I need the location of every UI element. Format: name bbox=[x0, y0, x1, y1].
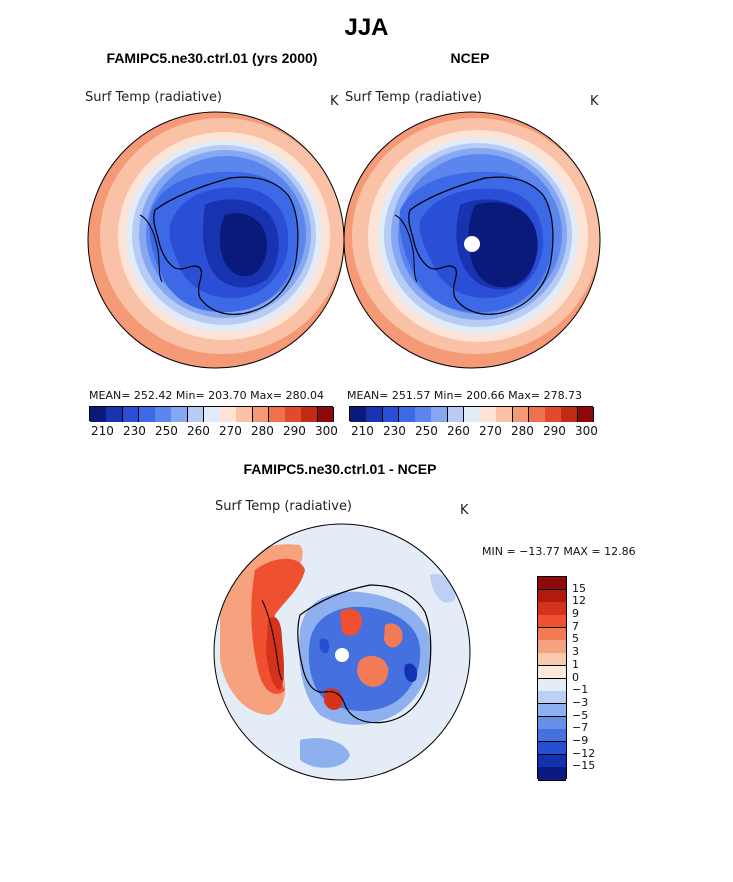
diff-colorbar bbox=[537, 576, 567, 781]
panel-2-variable-label: Surf Temp (radiative) bbox=[345, 90, 483, 105]
diff-colorbar-tick-label: 3 bbox=[572, 645, 579, 659]
diff-colorbar-tick-label: 5 bbox=[572, 632, 579, 646]
diff-colorbar-swatch bbox=[538, 602, 566, 616]
colorbar-swatch bbox=[398, 407, 416, 422]
colorbar-swatch bbox=[561, 407, 579, 422]
panel-2-unit-label: K bbox=[590, 94, 599, 109]
panel-1-variable-label: Surf Temp (radiative) bbox=[85, 90, 223, 105]
diff-colorbar-swatch bbox=[538, 627, 566, 641]
diff-colorbar-tick-label: 7 bbox=[572, 619, 579, 633]
colorbar-tick-label: 300 bbox=[315, 424, 338, 438]
colorbar-swatch bbox=[431, 407, 449, 422]
colorbar-swatch bbox=[252, 407, 270, 422]
diff-colorbar-tick-label: −9 bbox=[572, 733, 589, 747]
colorbar-2 bbox=[349, 406, 595, 422]
colorbar-tick-label: 270 bbox=[479, 424, 502, 438]
colorbar-tick-label: 230 bbox=[123, 424, 146, 438]
colorbar-swatch bbox=[382, 407, 400, 422]
diff-panel-title: FAMIPC5.ne30.ctrl.01 - NCEP bbox=[243, 461, 437, 477]
colorbar-swatch bbox=[268, 407, 286, 422]
diff-colorbar-swatch bbox=[538, 691, 566, 705]
diff-colorbar-ticks: 15 12 9 7 5 3 1 0 −1 −3 −5 −7 −9 −12 −15 bbox=[572, 576, 612, 779]
diff-colorbar-swatch bbox=[538, 615, 566, 629]
diff-unit-label: K bbox=[460, 503, 469, 518]
colorbar-swatch bbox=[528, 407, 546, 422]
colorbar-swatch bbox=[366, 407, 384, 422]
diff-colorbar-tick-label: 9 bbox=[572, 607, 579, 621]
diff-colorbar-tick-label: 12 bbox=[572, 594, 586, 608]
diff-colorbar-tick-label: 1 bbox=[572, 657, 579, 671]
diff-minmax: MIN = −13.77 MAX = 12.86 bbox=[482, 545, 636, 558]
colorbar-tick-label: 290 bbox=[283, 424, 306, 438]
colorbar-swatch bbox=[122, 407, 140, 422]
colorbar-tick-label: 250 bbox=[415, 424, 438, 438]
diff-colorbar-swatch bbox=[538, 716, 566, 730]
colorbar-tick-label: 260 bbox=[187, 424, 210, 438]
colorbar-1-ticks: 210 230 250 260 270 280 290 300 bbox=[89, 424, 338, 440]
colorbar-1 bbox=[89, 406, 335, 422]
diff-colorbar-swatch bbox=[538, 741, 566, 756]
diff-colorbar-tick-label: 0 bbox=[572, 670, 579, 684]
diff-variable-label: Surf Temp (radiative) bbox=[215, 499, 353, 514]
diff-colorbar-swatch bbox=[538, 703, 566, 718]
diff-colorbar-swatch bbox=[538, 589, 566, 603]
diff-colorbar-swatch bbox=[538, 640, 566, 654]
colorbar-swatch bbox=[220, 407, 237, 422]
diff-colorbar-swatch bbox=[538, 767, 566, 781]
colorbar-swatch bbox=[317, 407, 335, 422]
diff-colorbar-tick-label: 15 bbox=[572, 581, 586, 595]
colorbar-swatch bbox=[463, 407, 481, 422]
colorbar-2-ticks: 210 230 250 260 270 280 290 300 bbox=[349, 424, 598, 440]
diff-colorbar-tick-label: −5 bbox=[572, 708, 589, 722]
colorbar-tick-label: 300 bbox=[575, 424, 598, 438]
main-title: JJA bbox=[344, 14, 389, 41]
panel-2-stats: MEAN= 251.57 Min= 200.66 Max= 278.73 bbox=[347, 389, 583, 402]
diff-colorbar-swatch bbox=[538, 678, 566, 692]
diff-colorbar-swatch bbox=[538, 665, 566, 679]
diff-colorbar-tick-label: −7 bbox=[572, 721, 589, 735]
colorbar-swatch bbox=[512, 407, 530, 422]
diff-colorbar-tick-label: −12 bbox=[572, 746, 596, 760]
diff-colorbar-tick-label: −3 bbox=[572, 695, 589, 709]
diff-colorbar-swatch bbox=[538, 577, 566, 591]
colorbar-swatch bbox=[415, 407, 432, 422]
colorbar-swatch bbox=[350, 407, 367, 422]
colorbar-swatch bbox=[187, 407, 205, 422]
panel-2-title: NCEP bbox=[450, 50, 490, 66]
colorbar-swatch bbox=[236, 407, 254, 422]
colorbar-swatch bbox=[171, 407, 189, 422]
colorbar-tick-label: 290 bbox=[543, 424, 566, 438]
panel-1-title: FAMIPC5.ne30.ctrl.01 (yrs 2000) bbox=[106, 50, 318, 66]
colorbar-swatch bbox=[155, 407, 172, 422]
colorbar-swatch bbox=[301, 407, 319, 422]
diff-colorbar-tick-label: −1 bbox=[572, 683, 589, 697]
diff-colorbar-swatch bbox=[538, 754, 566, 768]
colorbar-swatch bbox=[90, 407, 107, 422]
colorbar-swatch bbox=[203, 407, 221, 422]
colorbar-swatch bbox=[285, 407, 302, 422]
colorbar-tick-label: 270 bbox=[219, 424, 242, 438]
colorbar-swatch bbox=[447, 407, 465, 422]
colorbar-tick-label: 250 bbox=[155, 424, 178, 438]
panel-1-unit-label: K bbox=[330, 94, 339, 109]
colorbar-tick-label: 280 bbox=[511, 424, 534, 438]
panel-1-stats: MEAN= 252.42 Min= 203.70 Max= 280.04 bbox=[89, 389, 325, 402]
diff-colorbar-swatch bbox=[538, 729, 566, 743]
diff-colorbar-swatch bbox=[538, 653, 566, 667]
colorbar-swatch bbox=[577, 407, 595, 422]
colorbar-tick-label: 230 bbox=[383, 424, 406, 438]
diff-colorbar-tick-label: −15 bbox=[572, 759, 596, 773]
colorbar-swatch bbox=[480, 407, 497, 422]
colorbar-swatch bbox=[106, 407, 124, 422]
colorbar-swatch bbox=[545, 407, 562, 422]
colorbar-tick-label: 210 bbox=[91, 424, 114, 438]
colorbar-tick-label: 280 bbox=[251, 424, 274, 438]
colorbar-swatch bbox=[496, 407, 514, 422]
colorbar-swatch bbox=[138, 407, 156, 422]
colorbar-tick-label: 260 bbox=[447, 424, 470, 438]
colorbar-tick-label: 210 bbox=[351, 424, 374, 438]
